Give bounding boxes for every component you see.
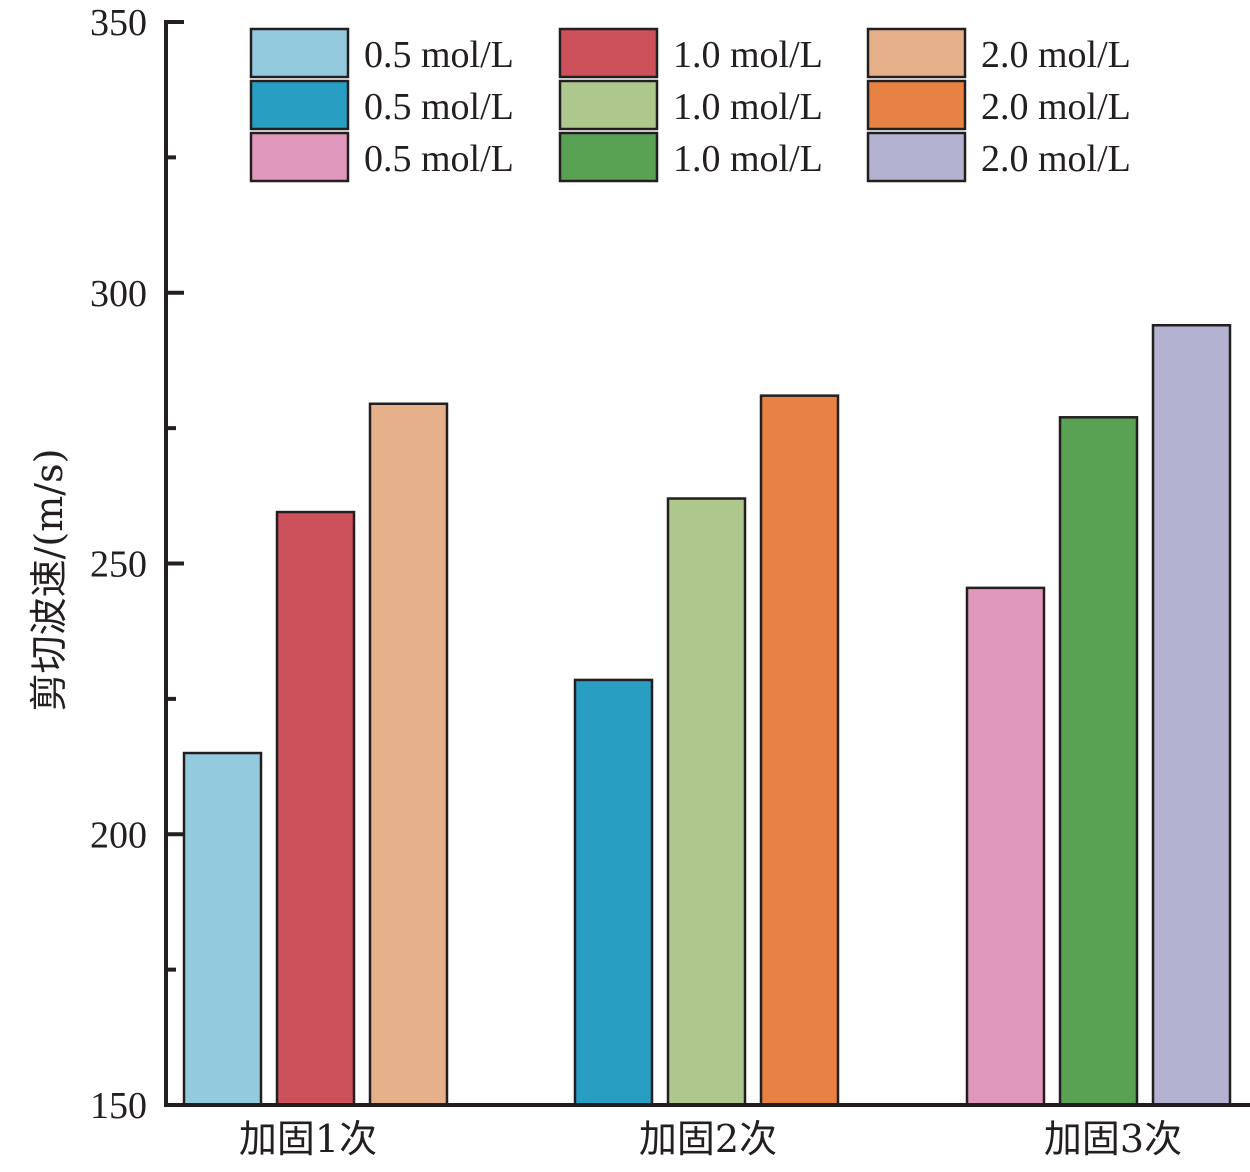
legend-swatch-2 — [249, 79, 350, 131]
bars-layer — [182, 323, 1232, 1107]
legend-swatch-4 — [558, 27, 659, 79]
legend-item-6: 1.0 mol/L — [558, 131, 823, 183]
legend-label-7: 2.0 mol/L — [981, 34, 1131, 76]
legend-swatch-3 — [249, 131, 350, 183]
y-tick-label-300: 300 — [90, 273, 147, 315]
legend-label-1: 0.5 mol/L — [364, 34, 514, 76]
legend-label-9: 2.0 mol/L — [981, 138, 1131, 180]
legend-item-3: 0.5 mol/L — [249, 131, 514, 183]
legend-swatch-8 — [866, 79, 967, 131]
legend-swatch-6 — [558, 131, 659, 183]
legend-item-7: 2.0 mol/L — [866, 27, 1131, 79]
y-tick-label-350: 350 — [90, 2, 147, 44]
x-category-label-1: 加固1次 — [239, 1117, 377, 1161]
bar-5 — [666, 497, 747, 1107]
legend-item-4: 1.0 mol/L — [558, 27, 823, 79]
legend: 0.5 mol/L 0.5 mol/L 0.5 mol/L 1.0 mol/L 1.0 … — [249, 27, 1131, 183]
legend-swatch-5 — [558, 79, 659, 131]
bar-8 — [1058, 416, 1139, 1107]
x-category-label-2: 加固2次 — [639, 1117, 777, 1161]
legend-label-3: 0.5 mol/L — [364, 138, 514, 180]
legend-swatch-9 — [866, 131, 967, 183]
bar-7 — [965, 586, 1046, 1107]
legend-label-6: 1.0 mol/L — [673, 138, 823, 180]
bar-2 — [275, 510, 356, 1107]
bar-1 — [182, 751, 263, 1107]
legend-item-9: 2.0 mol/L — [866, 131, 1131, 183]
legend-label-2: 0.5 mol/L — [364, 86, 514, 128]
y-axis-title: 剪切波速/(m/s) — [27, 449, 71, 712]
bar-6 — [759, 394, 840, 1107]
x-category-label-3: 加固3次 — [1044, 1117, 1182, 1161]
legend-swatch-1 — [249, 27, 350, 79]
bar-9 — [1151, 323, 1232, 1107]
legend-label-4: 1.0 mol/L — [673, 34, 823, 76]
y-tick-label-200: 200 — [90, 814, 147, 856]
legend-label-8: 2.0 mol/L — [981, 86, 1131, 128]
legend-item-5: 1.0 mol/L — [558, 79, 823, 131]
legend-item-8: 2.0 mol/L — [866, 79, 1131, 131]
legend-item-1: 0.5 mol/L — [249, 27, 514, 79]
y-tick-label-150: 150 — [90, 1085, 147, 1127]
y-tick-label-250: 250 — [90, 544, 147, 586]
bar-3 — [368, 402, 449, 1107]
axes: 150 200 250 300 350 加固1次 加固2次 加固3次 — [90, 2, 1250, 1161]
legend-label-5: 1.0 mol/L — [673, 86, 823, 128]
bar-4 — [573, 678, 654, 1107]
legend-swatch-7 — [866, 27, 967, 79]
legend-item-2: 0.5 mol/L — [249, 79, 514, 131]
